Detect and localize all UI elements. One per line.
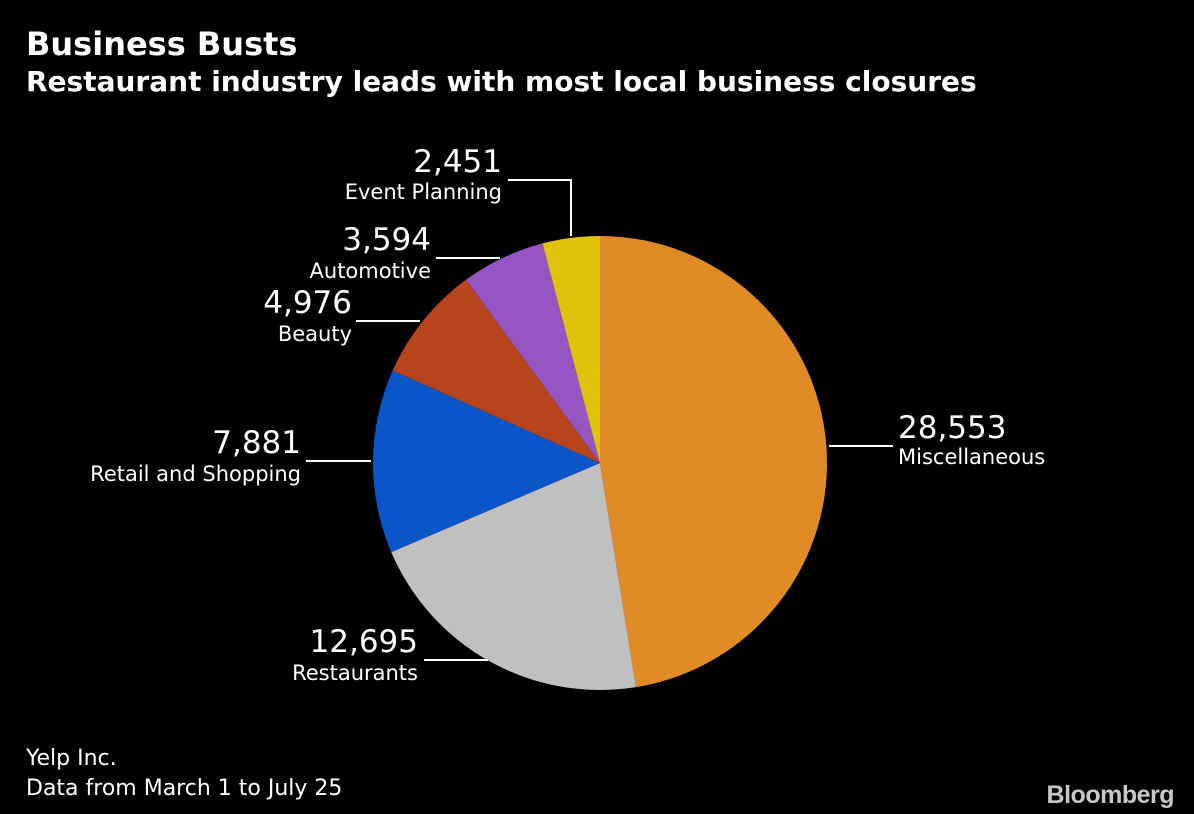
value-label-restaurants: 12,695	[310, 624, 418, 660]
chart-title: Business Busts	[26, 25, 298, 63]
category-label-miscellaneous: Miscellaneous	[898, 445, 1045, 469]
pie-slices	[373, 236, 828, 691]
pie-slice-restaurants	[391, 463, 636, 691]
pie-slice-event-planning	[542, 236, 600, 463]
value-label-miscellaneous: 28,553	[898, 410, 1006, 446]
bloomberg-logo: Bloomberg	[1046, 781, 1175, 809]
pie-slice-beauty	[392, 279, 600, 463]
date-range-note: Data from March 1 to July 25	[26, 776, 343, 801]
value-label-beauty: 4,976	[263, 285, 352, 321]
value-label-event-planning: 2,451	[413, 144, 502, 180]
leader-line-event-planning	[508, 179, 572, 236]
pie-slice-miscellaneous	[600, 236, 828, 688]
category-label-automotive: Automotive	[310, 259, 431, 283]
pie-slice-retail-and-shopping	[373, 370, 600, 553]
pie-slice-automotive	[466, 243, 600, 463]
chart-footer: Yelp Inc. Data from March 1 to July 25	[26, 744, 342, 804]
chart-subtitle: Restaurant industry leads with most loca…	[26, 65, 977, 98]
category-label-beauty: Beauty	[278, 322, 352, 346]
source-note: Yelp Inc.	[26, 746, 117, 771]
category-label-restaurants: Restaurants	[292, 661, 418, 685]
category-label-retail-and-shopping: Retail and Shopping	[90, 462, 301, 486]
category-label-event-planning: Event Planning	[345, 180, 502, 204]
value-label-automotive: 3,594	[342, 222, 431, 258]
value-label-retail-and-shopping: 7,881	[212, 425, 301, 461]
